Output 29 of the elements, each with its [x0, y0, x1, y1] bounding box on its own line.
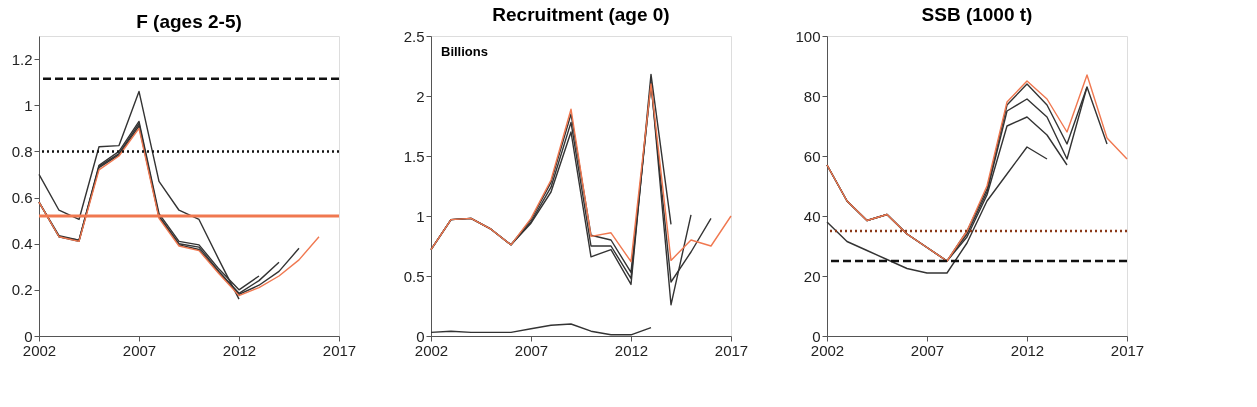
y-tick-label: 1.5 — [403, 147, 425, 165]
y-tick-label: 0.6 — [11, 189, 33, 207]
x-tick-label: 2007 — [910, 341, 945, 359]
chart-title: F (ages 2-5) — [136, 11, 242, 32]
chart-title: Recruitment (age 0) — [492, 4, 670, 25]
chart-title: SSB (1000 t) — [921, 4, 1033, 25]
y-tick-label: 40 — [803, 207, 821, 225]
y-tick-label: 0.8 — [11, 142, 33, 160]
x-tick-label: 2017 — [1110, 341, 1145, 359]
x-tick-label: 2007 — [122, 341, 157, 359]
annotation: Billions — [441, 44, 488, 59]
y-tick-label: 60 — [803, 147, 821, 165]
y-tick-label: 100 — [795, 27, 821, 45]
x-tick-label: 2012 — [614, 341, 649, 359]
x-tick-label: 2017 — [322, 341, 357, 359]
y-tick-label: 1.2 — [11, 50, 33, 68]
y-tick-label: 1 — [416, 207, 425, 225]
y-tick-label: 80 — [803, 87, 821, 105]
y-tick-label: 0.5 — [403, 267, 425, 285]
y-tick-label: 20 — [803, 267, 821, 285]
x-tick-label: 2017 — [714, 341, 749, 359]
y-tick-label: 2.5 — [403, 27, 425, 45]
y-tick-label: 0.4 — [11, 235, 33, 253]
y-tick-label: 0.2 — [11, 281, 33, 299]
y-tick-label: 1 — [24, 96, 33, 114]
x-tick-label: 2007 — [514, 341, 549, 359]
y-tick-label: 2 — [416, 87, 425, 105]
x-tick-label: 2012 — [1010, 341, 1045, 359]
x-tick-label: 2012 — [222, 341, 257, 359]
